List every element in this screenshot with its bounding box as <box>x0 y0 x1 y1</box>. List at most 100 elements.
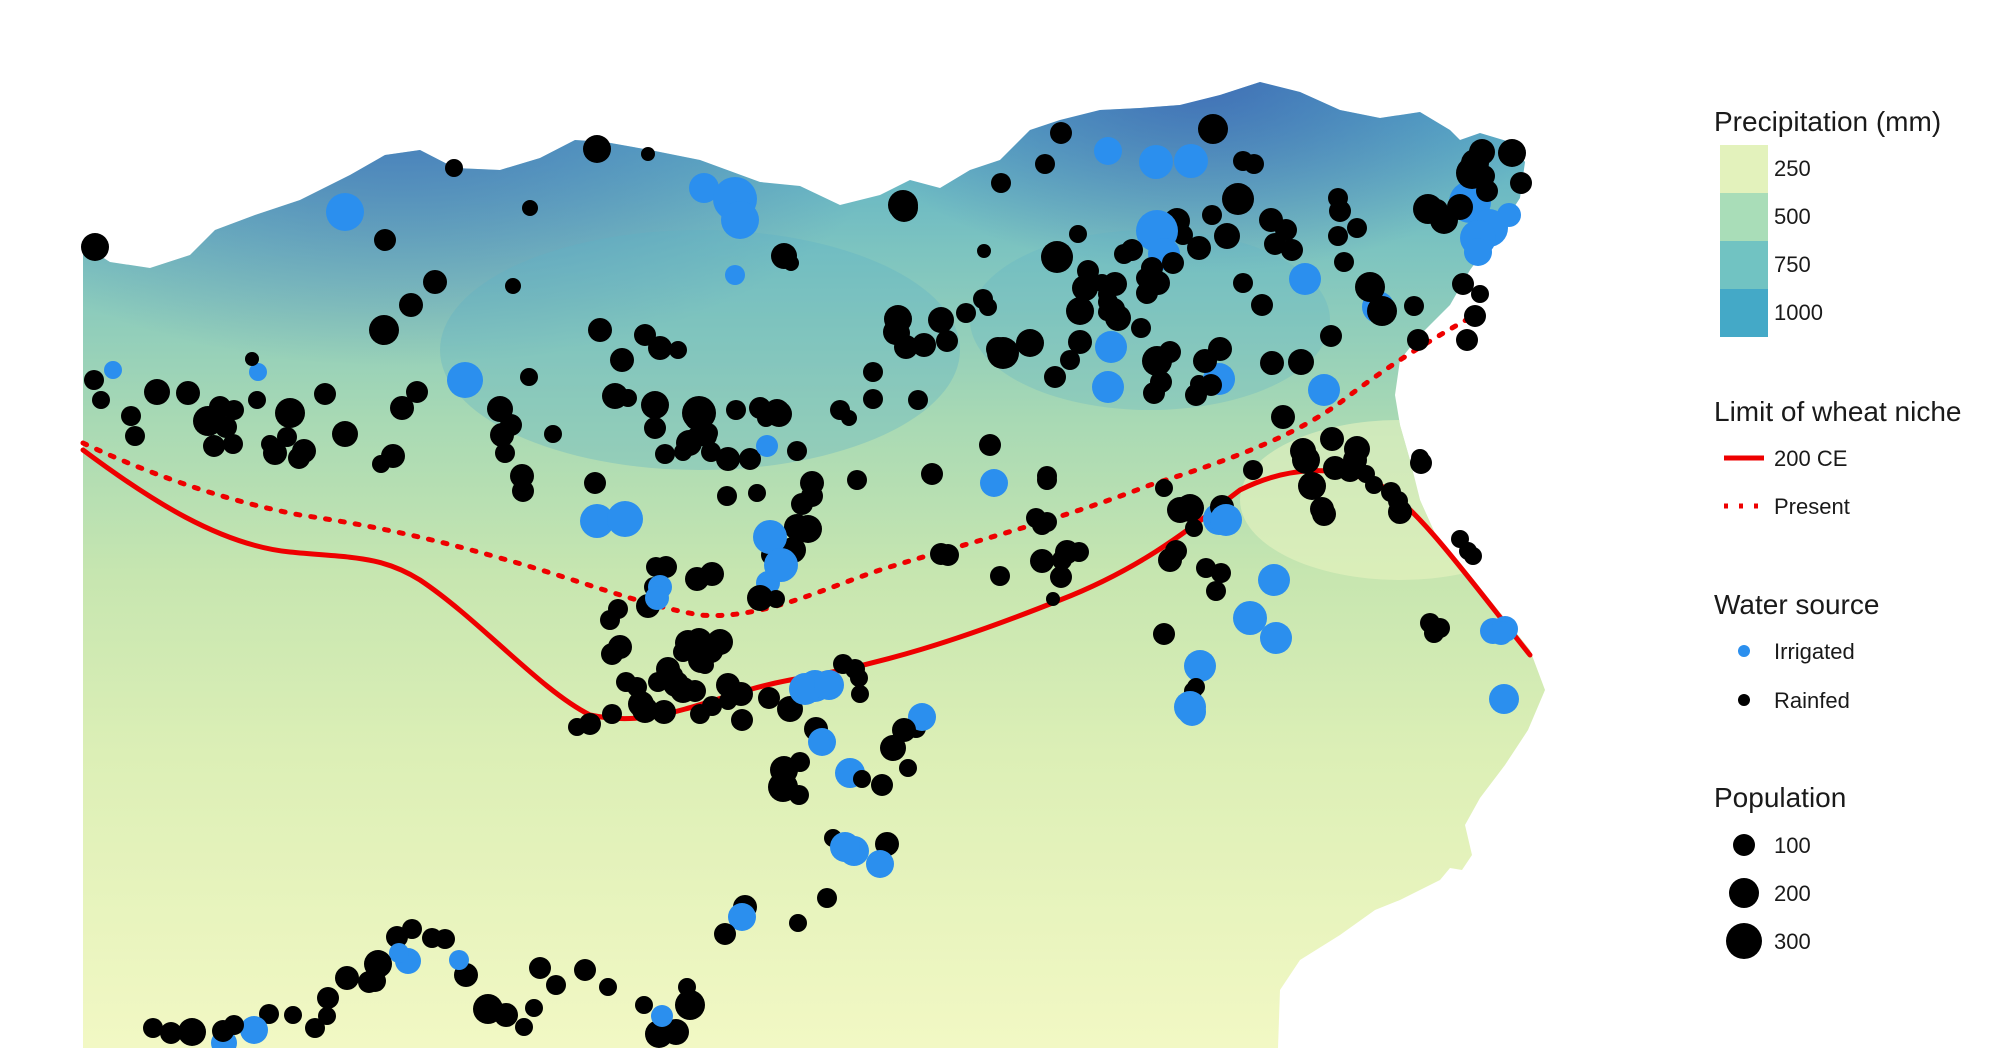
irrigated-settlement-marker <box>326 193 364 231</box>
irrigated-settlement-marker <box>753 520 787 554</box>
rainfed-settlement-marker <box>144 379 170 405</box>
rainfed-settlement-marker <box>203 435 225 457</box>
irrigated-settlement-marker <box>1184 650 1216 682</box>
rainfed-settlement-marker <box>801 485 823 507</box>
settlement-points <box>81 114 1532 1048</box>
rainfed-settlement-marker <box>1146 271 1170 295</box>
rainfed-settlement-marker <box>374 229 396 251</box>
irrigated-settlement-marker <box>1095 331 1127 363</box>
rainfed-settlement-marker <box>1367 296 1397 326</box>
irrigated-settlement-marker <box>1174 691 1206 723</box>
legend-water-irrigated: Irrigated <box>1774 639 1855 664</box>
rainfed-settlement-marker <box>1281 239 1303 261</box>
legend: Precipitation (mm) 250 500 750 1000 Limi… <box>1714 0 1994 1048</box>
rainfed-settlement-marker <box>1187 236 1211 260</box>
rainfed-settlement-marker <box>599 978 617 996</box>
rainfed-settlement-marker <box>1334 252 1354 272</box>
rainfed-settlement-marker <box>688 647 714 673</box>
rainfed-settlement-marker <box>1162 252 1184 274</box>
irrigated-settlement-marker <box>1308 374 1340 406</box>
rainfed-settlement-marker <box>748 484 766 502</box>
irrigated-settlement-marker <box>1464 238 1492 266</box>
rainfed-settlement-marker <box>423 270 447 294</box>
rainfed-settlement-marker <box>245 352 259 366</box>
rainfed-settlement-marker <box>1193 349 1217 373</box>
rainfed-settlement-marker <box>986 337 1010 361</box>
rainfed-settlement-marker <box>1292 446 1320 474</box>
legend-water-rainfed: Rainfed <box>1774 688 1850 713</box>
rainfed-settlement-marker <box>318 1007 336 1025</box>
legend-water-title: Water source <box>1714 589 1880 620</box>
rainfed-settlement-marker <box>588 318 612 342</box>
rainfed-settlement-marker <box>1150 371 1172 393</box>
rainfed-settlement-marker <box>1093 274 1111 292</box>
rainfed-settlement-marker <box>1060 350 1080 370</box>
irrigated-settlement-marker <box>645 586 669 610</box>
rainfed-settlement-marker <box>687 427 705 445</box>
rainfed-settlement-marker <box>641 147 655 161</box>
rainfed-settlement-marker <box>1329 200 1351 222</box>
rainfed-settlement-marker <box>568 718 586 736</box>
rainfed-settlement-marker <box>973 289 993 309</box>
rainfed-settlement-marker <box>751 590 771 610</box>
rainfed-settlement-marker <box>684 680 706 702</box>
legend-population-100: 100 <box>1774 833 1811 858</box>
rainfed-settlement-marker <box>719 692 737 710</box>
rainfed-settlement-marker <box>1452 273 1474 295</box>
rainfed-settlement-marker <box>224 400 244 420</box>
rainfed-settlement-marker <box>406 381 428 403</box>
rainfed-settlement-marker <box>928 307 954 333</box>
rainfed-settlement-marker <box>1476 180 1498 202</box>
rainfed-settlement-marker <box>1153 623 1175 645</box>
irrigated-settlement-marker <box>1489 684 1519 714</box>
rainfed-settlement-marker <box>600 610 620 630</box>
irrigated-settlement-marker <box>651 1005 673 1027</box>
rainfed-settlement-marker <box>292 439 316 463</box>
rainfed-settlement-marker <box>386 926 408 948</box>
rainfed-settlement-marker <box>1288 349 1314 375</box>
rainfed-settlement-marker <box>1198 114 1228 144</box>
irrigated-settlement-marker <box>607 501 643 537</box>
rainfed-settlement-marker <box>850 669 868 687</box>
rainfed-settlement-marker <box>634 324 656 346</box>
rainfed-settlement-marker <box>1068 330 1092 354</box>
rainfed-settlement-marker <box>1510 172 1532 194</box>
rainfed-settlement-marker <box>685 567 709 591</box>
rainfed-settlement-marker <box>1114 244 1134 264</box>
rainfed-settlement-marker <box>1046 592 1060 606</box>
rainfed-settlement-marker <box>176 381 200 405</box>
rainfed-settlement-marker <box>1464 547 1482 565</box>
rainfed-settlement-marker <box>726 400 746 420</box>
rainfed-settlement-marker <box>1271 405 1295 429</box>
irrigated-settlement-marker <box>980 469 1008 497</box>
rainfed-settlement-marker <box>505 278 521 294</box>
rainfed-settlement-marker <box>390 396 414 420</box>
rainfed-settlement-marker <box>520 368 538 386</box>
rainfed-settlement-marker <box>1037 512 1057 532</box>
rainfed-settlement-marker <box>1206 581 1226 601</box>
rainfed-settlement-marker <box>1312 502 1336 526</box>
rainfed-settlement-marker <box>888 322 910 344</box>
rainfed-settlement-marker <box>1320 427 1344 451</box>
rainfed-settlement-marker <box>674 443 692 461</box>
rainfed-settlement-marker <box>937 544 959 566</box>
rainfed-settlement-marker <box>372 455 390 473</box>
rainfed-settlement-marker <box>655 444 675 464</box>
niche-limit-present-line <box>80 312 1478 619</box>
rainfed-settlement-marker <box>1131 318 1151 338</box>
rainfed-settlement-marker <box>1044 366 1066 388</box>
irrigated-settlement-marker <box>249 363 267 381</box>
rainfed-settlement-marker <box>422 928 442 948</box>
rainfed-settlement-marker <box>646 557 666 577</box>
rainfed-settlement-marker <box>784 514 810 540</box>
rainfed-settlement-marker <box>1447 194 1473 220</box>
irrigated-settlement-marker <box>866 850 894 878</box>
rainfed-settlement-marker <box>1200 374 1222 396</box>
irrigated-settlement-marker <box>1233 601 1267 635</box>
irrigated-settlement-marker <box>764 548 798 582</box>
rainfed-settlement-marker <box>863 362 883 382</box>
rainfed-settlement-marker <box>525 999 543 1017</box>
rainfed-settlement-marker <box>332 421 358 447</box>
rainfed-settlement-marker <box>717 486 737 506</box>
